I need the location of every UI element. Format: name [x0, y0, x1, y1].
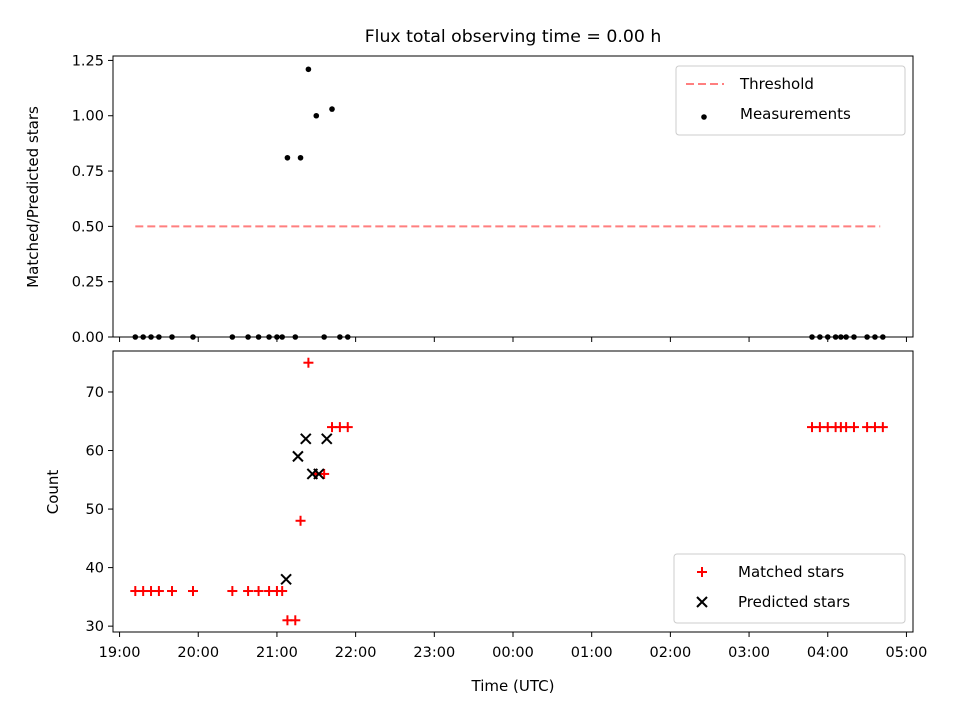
matched-stars-point [243, 586, 254, 597]
x-tick-label: 00:00 [492, 645, 534, 661]
top-legend-box [675, 65, 906, 136]
matched-stars-point [290, 615, 301, 626]
matched-stars-point [848, 422, 859, 433]
top-legend-label: Threshold [739, 75, 814, 93]
x-tick-label: 21:00 [256, 645, 298, 661]
x-tick-label: 03:00 [728, 645, 770, 661]
measurement-point [284, 154, 291, 161]
top-y-axis-label: Matched/Predicted stars [24, 106, 42, 288]
top-axes-frame [112, 55, 914, 338]
matched-stars-point [303, 357, 314, 368]
top-legend: Threshold Measurements [675, 65, 906, 136]
matched-stars-point [277, 586, 288, 597]
top-plot-area [132, 66, 886, 340]
top-y-tick-label: 1.25 [72, 53, 104, 69]
legend-predicted-stars-swatch [696, 596, 708, 608]
measurement-point [329, 106, 335, 112]
measurement-point [305, 66, 312, 73]
bottom-legend-label: Matched stars [738, 563, 844, 581]
matched-stars-point [342, 422, 353, 433]
top-axes-ticks: 0.00 0.25 0.50 0.75 1.00 1.25 [72, 53, 907, 346]
predicted-stars-point [292, 450, 304, 463]
bottom-y-tick-label: 50 [86, 502, 104, 518]
matched-stars-point [295, 515, 306, 526]
bottom-axes-frame [112, 350, 914, 633]
bottom-legend-box [673, 553, 906, 624]
x-tick-label: 20:00 [177, 645, 219, 661]
matched-stars-point [167, 586, 178, 597]
matched-stars-point [188, 586, 198, 597]
predicted-stars-point [321, 433, 333, 445]
bottom-y-tick-label: 40 [86, 561, 104, 577]
bottom-y-tick-label: 60 [86, 444, 104, 460]
top-y-tick-label: 0.75 [72, 164, 104, 180]
measurement-point [297, 154, 304, 161]
bottom-panel: 19:00 20:00 21:00 22:00 23:00 00:00 01:00 02:00… [44, 350, 928, 695]
predicted-stars-point [300, 433, 312, 445]
bottom-legend: Matched stars Predicted stars [673, 553, 906, 624]
x-tick-label: 05:00 [886, 645, 928, 661]
measurement-point [313, 112, 320, 119]
matched-stars-point [253, 586, 264, 597]
x-tick-label: 23:00 [413, 645, 455, 661]
predicted-stars-point [280, 573, 292, 586]
predicted-stars-point [313, 468, 325, 480]
matched-stars-point [877, 422, 888, 433]
matched-stars-point [227, 586, 238, 597]
top-y-tick-label: 0.25 [72, 275, 104, 291]
bottom-axes-ticks: 19:00 20:00 21:00 22:00 23:00 00:00 01:00 02:00… [86, 385, 928, 661]
top-y-tick-label: 0.50 [72, 219, 104, 235]
matched-stars-point [319, 468, 330, 479]
top-legend-label: Measurements [740, 105, 851, 123]
bottom-y-tick-label: 30 [86, 619, 104, 635]
legend-matched-stars-swatch [697, 567, 707, 577]
x-tick-label: 19:00 [99, 645, 141, 661]
x-axis-label: Time (UTC) [471, 677, 555, 695]
bottom-y-tick-label: 70 [86, 385, 104, 401]
x-tick-label: 04:00 [807, 645, 849, 661]
top-panel: 0.00 0.25 0.50 0.75 1.00 1.25 Matched/Predict… [24, 53, 914, 346]
legend-measurements-swatch [701, 114, 707, 120]
top-y-tick-label: 0.00 [72, 330, 104, 346]
x-tick-label: 01:00 [571, 645, 613, 661]
x-tick-label: 02:00 [649, 645, 691, 661]
bottom-y-axis-label: Count [44, 470, 62, 515]
figure-title: Flux total observing time = 0.00 h [365, 27, 662, 47]
x-tick-label: 22:00 [335, 645, 377, 661]
bottom-legend-label: Predicted stars [738, 593, 850, 611]
matched-stars-point [153, 586, 164, 597]
top-y-tick-label: 1.00 [72, 109, 104, 125]
bottom-plot-area [130, 357, 888, 626]
